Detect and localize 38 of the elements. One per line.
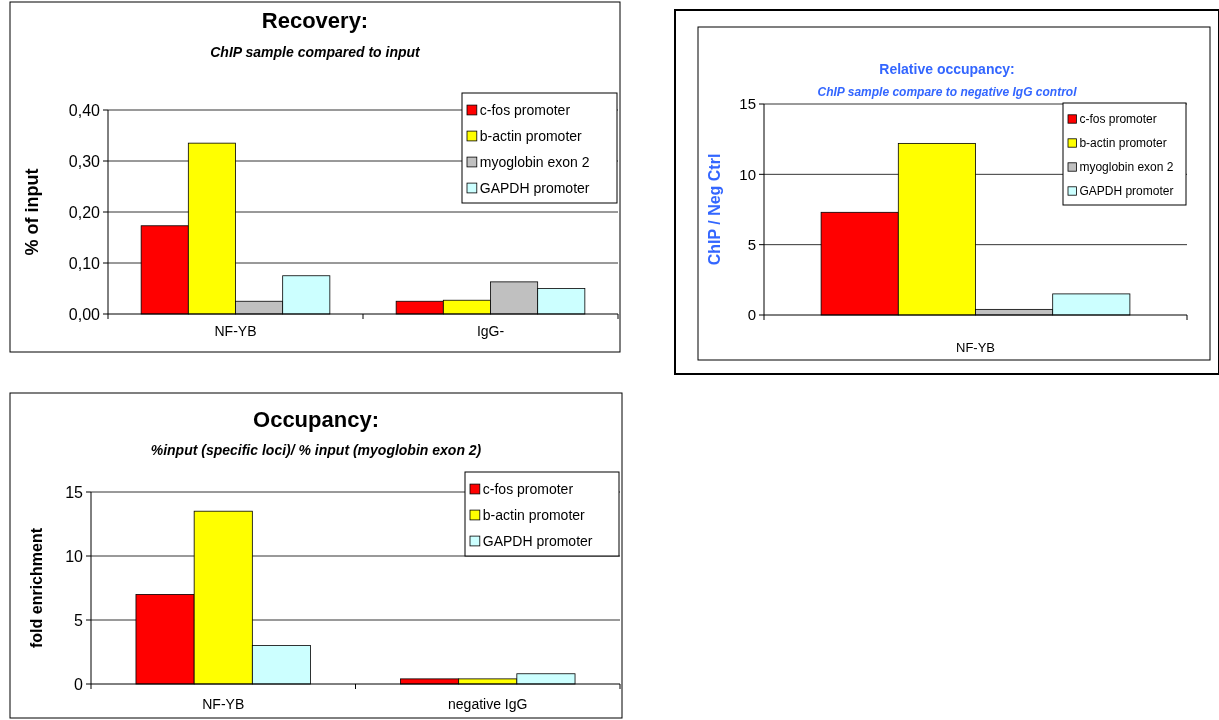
legend-label: c-fos promoter	[1079, 112, 1157, 127]
y-tick-label: 10	[65, 547, 84, 565]
y-tick-label: 0,20	[68, 203, 101, 221]
legend-label: myoglobin exon 2	[479, 153, 590, 170]
legend-label: b-actin promoter	[482, 506, 586, 523]
chart-title: Occupancy:	[253, 407, 379, 432]
y-axis-title: % of input	[22, 168, 42, 256]
legend-label: GAPDH promoter	[1079, 184, 1174, 199]
y-tick-label: 0,40	[68, 101, 101, 119]
x-tick-label: NF-YB	[202, 696, 245, 712]
legend-label: c-fos promoter	[482, 480, 574, 497]
chart-title: Recovery:	[261, 8, 369, 33]
legend-label: c-fos promoter	[479, 101, 571, 118]
chart-subtitle: ChIP sample compare to negative IgG control	[817, 85, 1078, 99]
y-axis-title: ChIP / Neg Ctrl	[706, 153, 723, 266]
y-tick-label: 5	[747, 235, 756, 253]
legend-label: b-actin promoter	[479, 127, 583, 144]
x-tick-label: NF-YB	[956, 340, 995, 355]
y-tick-label: 0,10	[68, 254, 101, 272]
legend-label: GAPDH promoter	[482, 532, 593, 549]
legend-label: myoglobin exon 2	[1079, 160, 1174, 175]
y-tick-label: 15	[739, 95, 756, 113]
y-tick-label: 15	[65, 483, 84, 501]
y-tick-label: 5	[74, 611, 84, 629]
x-tick-label: negative IgG	[448, 696, 528, 712]
y-axis-title: fold enrichment	[28, 527, 45, 649]
y-tick-label: 10	[739, 165, 756, 183]
y-tick-label: 0	[74, 675, 84, 693]
y-tick-label: 0,00	[68, 305, 101, 323]
x-tick-label: IgG-	[476, 323, 505, 339]
chart-title: Relative occupancy:	[879, 61, 1015, 77]
x-tick-label: NF-YB	[214, 323, 257, 339]
chart-subtitle: ChIP sample compared to input	[210, 44, 422, 60]
y-tick-label: 0	[747, 306, 756, 324]
legend-label: GAPDH promoter	[479, 179, 590, 196]
legend-label: b-actin promoter	[1079, 136, 1167, 151]
y-tick-label: 0,30	[68, 152, 101, 170]
chart-subtitle: %input (specific loci)/ % input (myoglobin exon 2)	[150, 442, 482, 458]
